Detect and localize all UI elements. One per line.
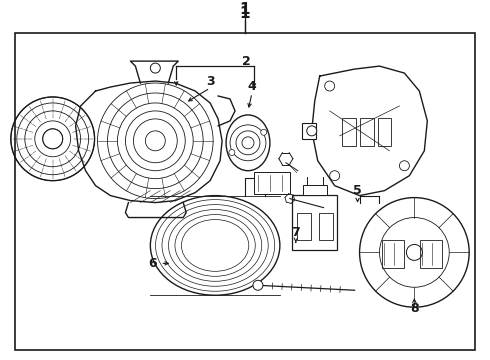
Polygon shape <box>218 96 235 126</box>
Circle shape <box>325 81 335 91</box>
Bar <box>420 240 442 268</box>
Text: 8: 8 <box>410 302 418 315</box>
Bar <box>302 123 316 139</box>
Ellipse shape <box>150 195 280 295</box>
Circle shape <box>229 149 235 156</box>
Circle shape <box>307 126 317 136</box>
Polygon shape <box>312 66 427 195</box>
Bar <box>377 118 392 146</box>
Bar <box>254 172 290 194</box>
Polygon shape <box>125 203 186 217</box>
Circle shape <box>43 129 63 149</box>
Text: 4: 4 <box>247 80 256 93</box>
Bar <box>383 240 404 268</box>
Circle shape <box>133 119 177 163</box>
Bar <box>318 212 333 240</box>
Bar <box>342 118 356 146</box>
Polygon shape <box>75 81 222 203</box>
Circle shape <box>253 280 263 290</box>
Text: 5: 5 <box>353 184 362 197</box>
Bar <box>360 118 373 146</box>
Polygon shape <box>130 61 178 83</box>
Text: 1: 1 <box>240 2 250 17</box>
Text: 7: 7 <box>292 226 300 239</box>
Text: 1: 1 <box>240 6 250 21</box>
Circle shape <box>150 63 160 73</box>
Text: 2: 2 <box>242 55 250 68</box>
Bar <box>297 212 311 240</box>
Bar <box>15 33 475 350</box>
Text: 3: 3 <box>206 75 215 87</box>
Circle shape <box>399 161 409 171</box>
Circle shape <box>146 131 165 151</box>
Bar <box>303 185 327 195</box>
Bar <box>293 195 337 250</box>
Circle shape <box>330 171 340 181</box>
Ellipse shape <box>360 198 469 307</box>
Ellipse shape <box>226 115 270 171</box>
Text: 6: 6 <box>148 257 157 270</box>
Circle shape <box>261 129 267 135</box>
